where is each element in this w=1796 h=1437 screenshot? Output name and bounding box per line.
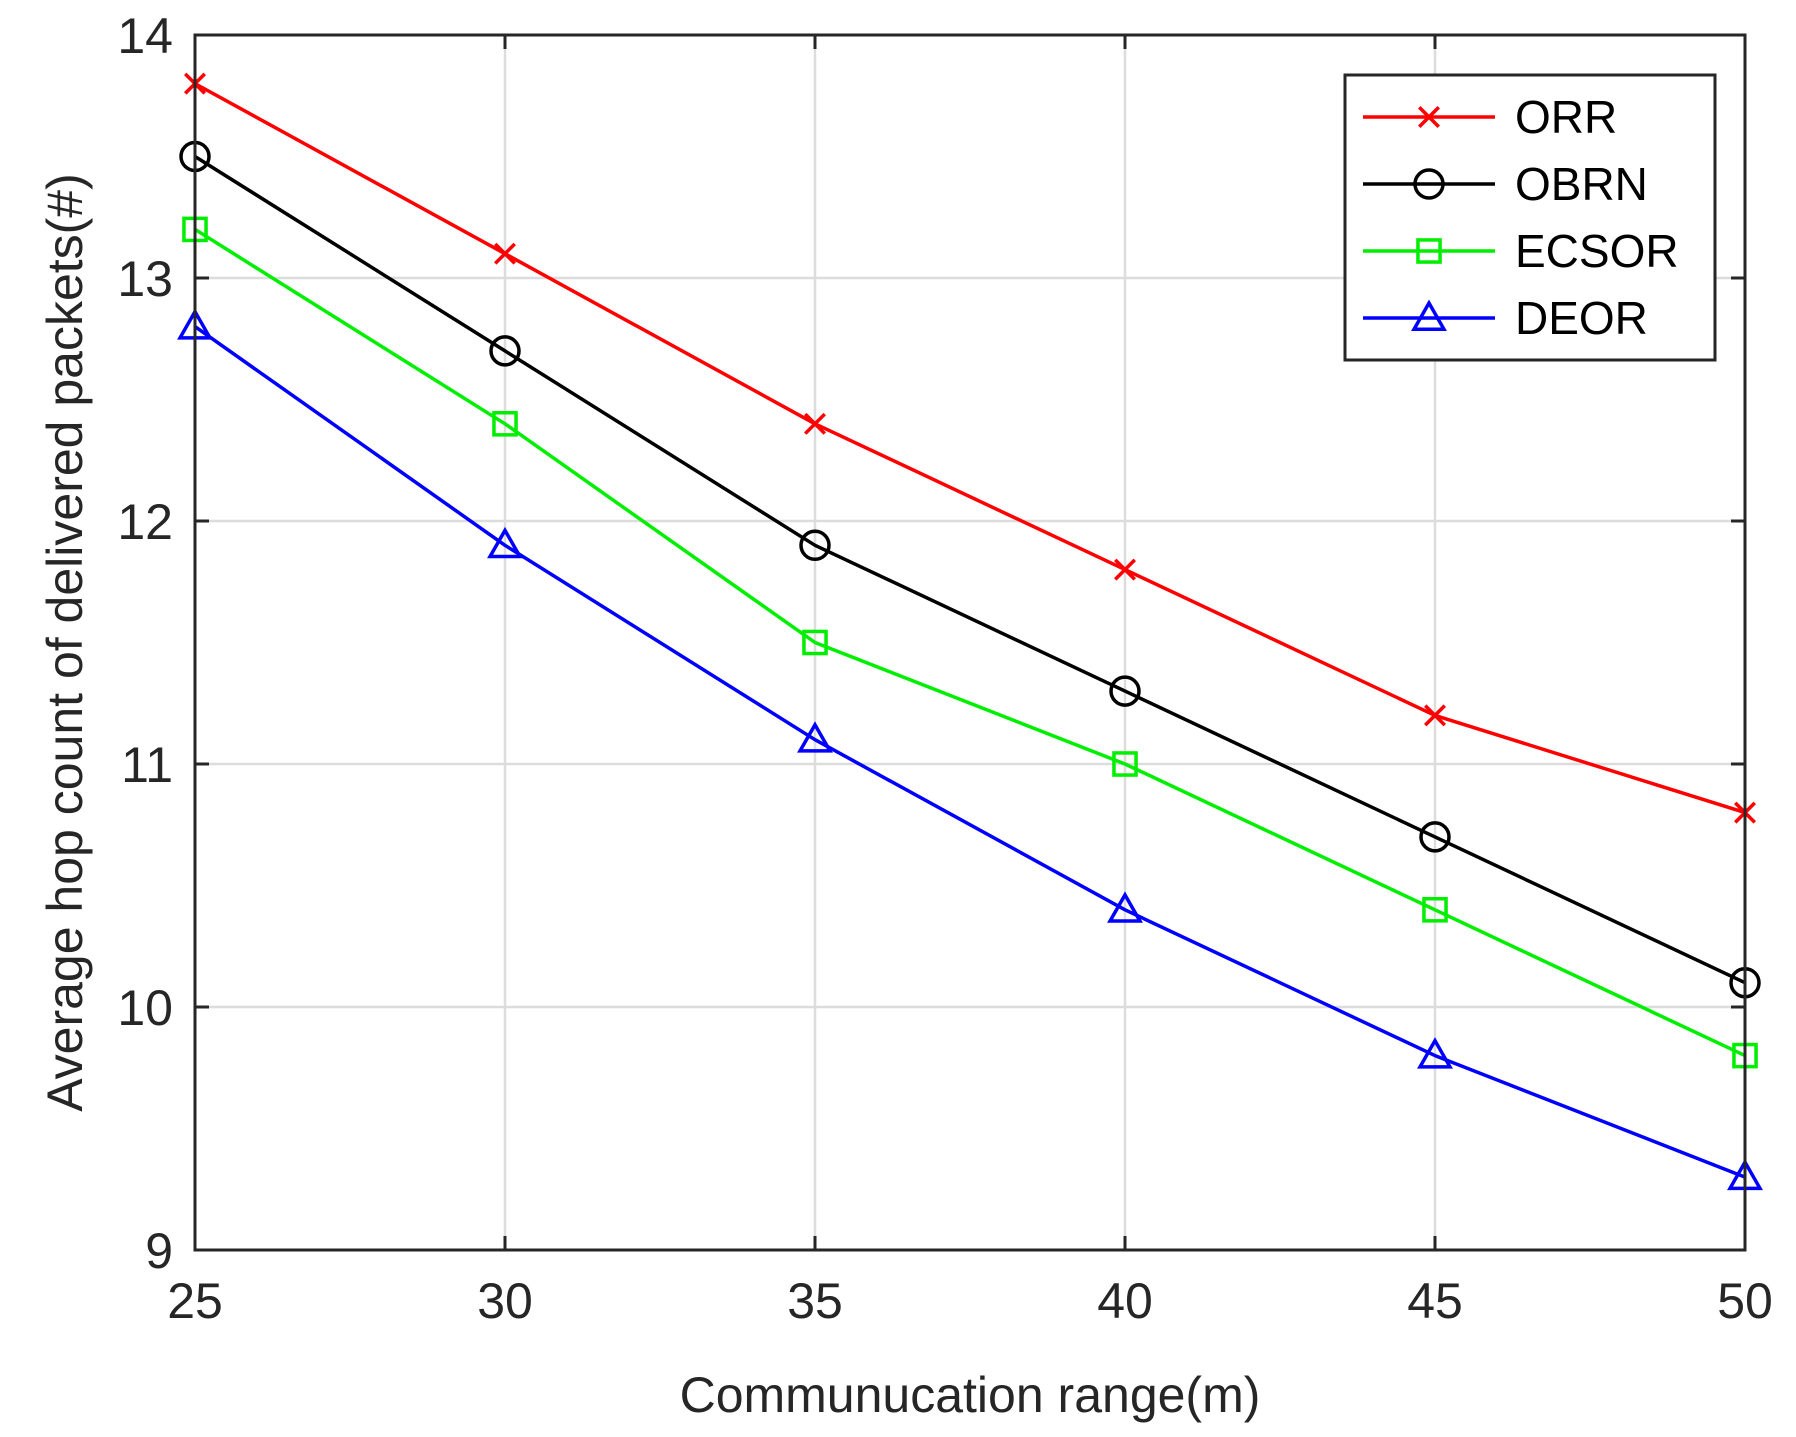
x-tick-label: 50 [1717, 1273, 1773, 1329]
series-group [177, 72, 1763, 1191]
data-point [799, 529, 831, 562]
legend-marker [1411, 299, 1447, 331]
legend-label: ORR [1515, 91, 1617, 143]
data-point [489, 335, 521, 367]
legend-label: ECSOR [1515, 225, 1679, 277]
y-tick-label: 14 [117, 8, 173, 64]
y-axis-label: Average hop count of delivered packets(#… [37, 173, 93, 1112]
data-point [802, 629, 828, 656]
data-point [1112, 751, 1138, 777]
x-tick-label: 30 [477, 1273, 533, 1329]
data-point [487, 526, 523, 559]
legend-label: OBRN [1515, 158, 1648, 210]
data-point [1109, 675, 1141, 707]
x-axis-label: Communucation range(m) [680, 1367, 1261, 1423]
legend-label: DEOR [1515, 292, 1648, 344]
series-deor [177, 308, 1763, 1191]
data-point [494, 242, 516, 265]
series-line [194, 155, 1746, 985]
x-tick-label: 25 [167, 1273, 223, 1329]
data-point [1417, 1037, 1453, 1069]
legend-item-orr: ORR [1363, 91, 1617, 143]
plot-frame [193, 33, 1747, 1252]
x-tick-label: 45 [1407, 1273, 1463, 1329]
data-point [492, 411, 518, 437]
data-point [804, 412, 826, 435]
series-line [194, 82, 1746, 815]
legend-marker [1413, 168, 1445, 200]
legend-item-obrn: OBRN [1363, 158, 1648, 210]
legend-marker [1418, 106, 1440, 128]
data-point [1422, 897, 1448, 923]
data-point [797, 721, 833, 753]
y-tick-label: 13 [117, 251, 173, 307]
legend-item-ecsor: ECSOR [1363, 225, 1679, 277]
series-line [194, 227, 1746, 1058]
x-tick-label: 40 [1097, 1273, 1153, 1329]
series-line [193, 325, 1746, 1179]
legend-box [1343, 73, 1717, 362]
legend-item-deor: DEOR [1363, 292, 1648, 344]
data-point [1107, 891, 1143, 923]
y-tick-label: 10 [117, 980, 173, 1036]
y-tick-label: 9 [145, 1223, 173, 1279]
x-tick-label: 35 [787, 1273, 843, 1329]
y-tick-label: 11 [121, 737, 173, 793]
data-point [1424, 704, 1446, 727]
tick-labels: 25 30 35 40 45 50 9 10 11 12 13 14 [117, 8, 1772, 1329]
legend-marker [1416, 238, 1442, 264]
y-tick-label: 12 [117, 494, 173, 550]
data-point [1419, 821, 1451, 853]
legend: ORR OBRN ECSOR DEOR [1343, 73, 1717, 362]
data-point [1114, 558, 1136, 581]
